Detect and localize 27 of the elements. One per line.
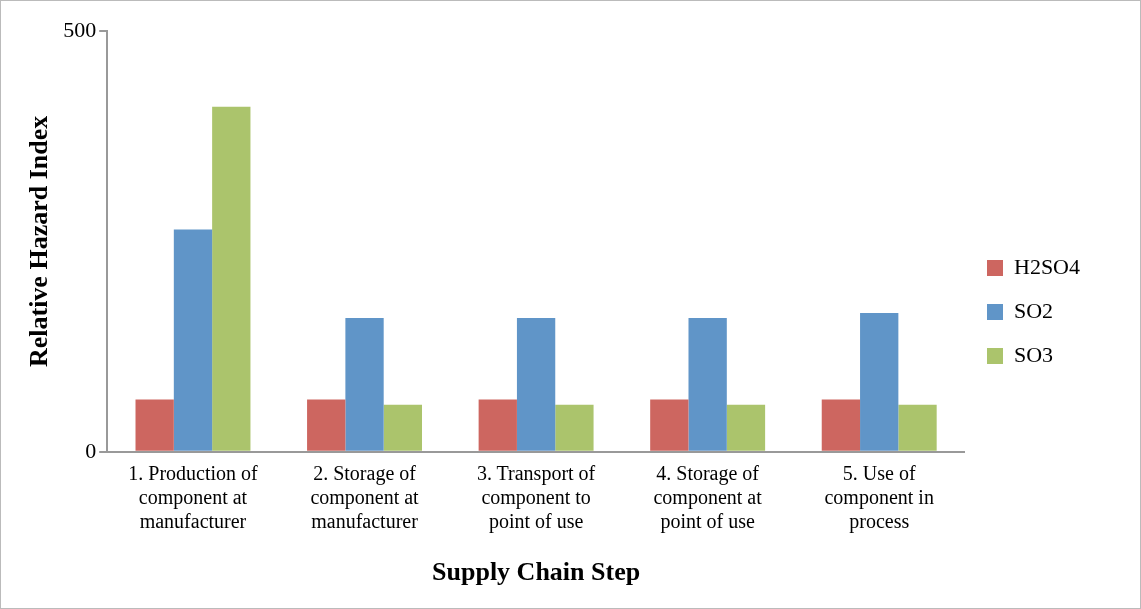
- x-tick-label: 2. Storage of component at manufacturer: [310, 462, 420, 533]
- bar: [516, 317, 556, 451]
- legend-label: SO3: [1013, 341, 1054, 367]
- bar: [345, 317, 384, 451]
- x-tick-label: 4. Storage of component at point of use: [653, 462, 763, 534]
- bar: [860, 312, 899, 451]
- bar: [383, 404, 423, 451]
- bar: [688, 317, 727, 451]
- bar: [135, 399, 174, 451]
- legend-label: H2SO4: [1013, 253, 1080, 279]
- x-axis-title: Supply Chain Step: [432, 557, 641, 587]
- y-tick-label: 0: [85, 437, 97, 463]
- x-tick-label: 1. Production of component at manufacturer: [128, 462, 259, 533]
- x-tick-label: 3. Transport of component to point of use: [476, 462, 596, 534]
- legend-label: SO2: [1013, 297, 1054, 323]
- bar: [726, 404, 766, 451]
- bar: [650, 399, 689, 451]
- y-axis-title: Relative Hazard Index: [24, 115, 54, 368]
- bar: [212, 106, 251, 451]
- bar: [555, 404, 594, 451]
- bar: [478, 399, 517, 451]
- bar: [173, 229, 213, 451]
- y-tick-label: 500: [63, 16, 97, 42]
- bar: [307, 399, 346, 451]
- bar: [821, 399, 861, 451]
- x-tick-label: 5. Use of component in process: [824, 462, 934, 534]
- bar: [898, 404, 937, 451]
